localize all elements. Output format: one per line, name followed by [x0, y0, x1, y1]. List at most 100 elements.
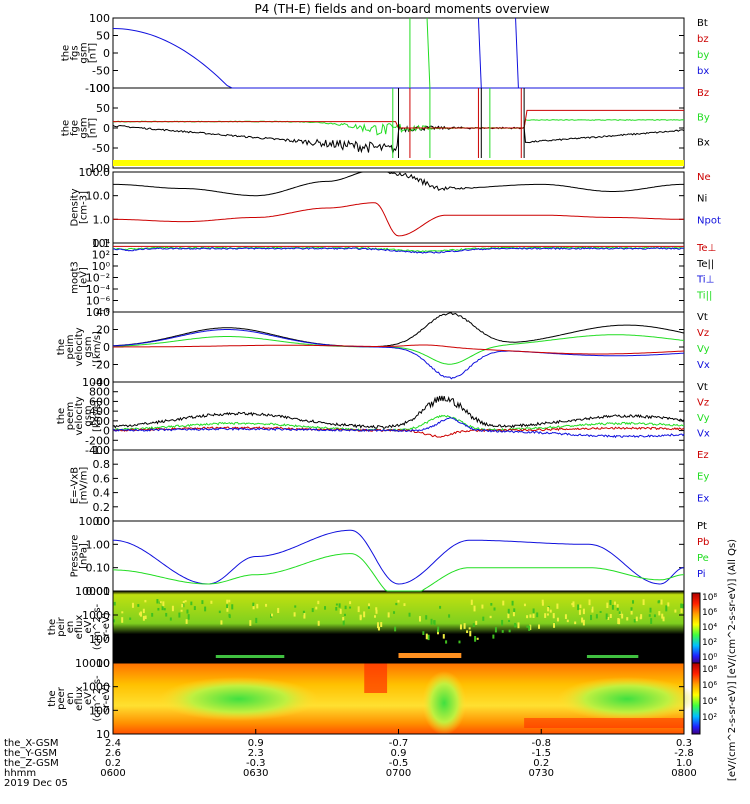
peim-vt-trace [112, 312, 685, 348]
legend-entry: Ne [697, 172, 711, 183]
y-tick-label: -40 [92, 376, 110, 389]
y-axis-label: peer [56, 686, 67, 710]
peir-pixel [613, 601, 616, 605]
peer-red-region [524, 718, 684, 728]
peir-pixel [220, 620, 223, 625]
peir-pixel [228, 599, 231, 603]
y-tick-label: 100 [89, 633, 110, 646]
peir-pixel [489, 615, 492, 619]
peir-pixel [546, 613, 549, 616]
peir-pixel [553, 622, 556, 628]
x-axis-row-label: the_X-GSM [4, 738, 58, 749]
peir-pixel [591, 606, 594, 613]
y-axis-label: fge [70, 120, 81, 136]
y-tick-label: 400 [89, 405, 110, 418]
peir-pixel [513, 608, 516, 613]
peir-pixel [395, 602, 398, 606]
peir-pixel [541, 602, 544, 606]
peir-pixel [249, 620, 252, 626]
legend-entry: Te|| [696, 259, 714, 270]
peir-pixel [144, 599, 147, 603]
peir-pixel [408, 612, 411, 617]
y-axis-label: the [47, 690, 58, 706]
legend-entry: Vx [697, 429, 710, 440]
peir-pixel [517, 622, 520, 629]
legend-entry: Ni [697, 194, 707, 205]
panel-frame-fgs [112, 17, 685, 89]
peir-pixel [193, 606, 196, 611]
peir-pixel [609, 614, 612, 619]
peer-green-region [158, 677, 319, 721]
peir-pixel [492, 634, 495, 639]
peir-pixel [564, 614, 567, 619]
peer-green-region [556, 677, 697, 721]
y-tick-label: -100 [85, 82, 110, 95]
peir-pixel [607, 617, 610, 620]
legend-entry: Vt [697, 312, 708, 323]
x-tick-label: 0800 [671, 768, 696, 779]
peir-pixel [582, 619, 585, 626]
peir-pixel [339, 608, 342, 614]
peir-pixel [255, 617, 258, 624]
y-axis-label: eflux [74, 686, 85, 711]
peir-pixel [549, 609, 552, 613]
peir-pixel [165, 612, 168, 617]
peir-pixel [653, 614, 656, 618]
peir-green-band [215, 655, 285, 658]
legend-entry: Vt [697, 382, 708, 393]
peir-pixel [349, 601, 352, 605]
y-axis-label: eV [83, 692, 94, 705]
peir-pixel [187, 614, 190, 620]
peim-vz-trace [113, 344, 685, 355]
y-tick-label: 0 [103, 425, 110, 438]
y-tick-label: 10⁴ [92, 237, 111, 250]
peir-pixel [501, 619, 504, 626]
peir-pixel [418, 616, 421, 622]
density-ne-trace [113, 202, 684, 237]
y-axis-label: Density [70, 188, 81, 226]
y-tick-label: 0.6 [93, 472, 111, 485]
y-axis-label: gsm [79, 42, 90, 63]
y-tick-label: 600 [89, 395, 110, 408]
y-tick-label: 10000 [75, 585, 110, 598]
density-ni-trace [113, 171, 684, 197]
peir-pixel [582, 608, 585, 615]
peir-pixel [650, 618, 653, 624]
y-tick-label: 10⁻⁴ [86, 283, 111, 296]
colorbar-label: [eV/(cm^2-s-sr-eV)] [eV/(cm^2-s-sr-eV)] … [727, 539, 738, 781]
peir-pixel [430, 618, 433, 625]
peir-pixel [210, 600, 213, 604]
peir-pixel [626, 617, 629, 621]
peir-pixel [512, 611, 515, 617]
peir-pixel [157, 607, 160, 611]
peir-pixel [502, 600, 505, 606]
fgs-by-spike [426, 17, 431, 89]
peir-pixel [359, 614, 362, 621]
y-axis-label: [nT] [88, 43, 99, 63]
peir-pixel [529, 614, 532, 618]
peir-pixel [387, 612, 390, 618]
colorbar-tick-label: 10⁸ [702, 665, 717, 675]
peir-pixel [662, 616, 665, 622]
peir-pixel [532, 613, 535, 618]
peir-green-band [586, 655, 639, 658]
peir-pixel [256, 603, 259, 609]
peir-pixel [475, 620, 478, 625]
peir-pixel [180, 609, 183, 612]
peir-pixel [131, 602, 134, 608]
y-tick-label: 0.10 [86, 562, 111, 575]
peir-pixel [459, 624, 462, 630]
peir-pixel [439, 605, 442, 609]
peir-pixel [380, 622, 383, 627]
y-tick-label: 200 [89, 415, 110, 428]
peim-vx-trace [112, 329, 685, 380]
peir-low-energy-band [398, 653, 462, 658]
peir-pixel [595, 614, 598, 619]
y-tick-label: 1000 [82, 681, 110, 694]
y-axis-label: sr-eV) [101, 612, 112, 641]
peir-pixel [186, 609, 189, 614]
y-tick-label: 0.0 [93, 515, 111, 528]
x-tick-label: 2.6 [105, 748, 121, 759]
y-axis-label: Pressure [70, 535, 81, 578]
legend-entry: Vx [697, 360, 710, 371]
